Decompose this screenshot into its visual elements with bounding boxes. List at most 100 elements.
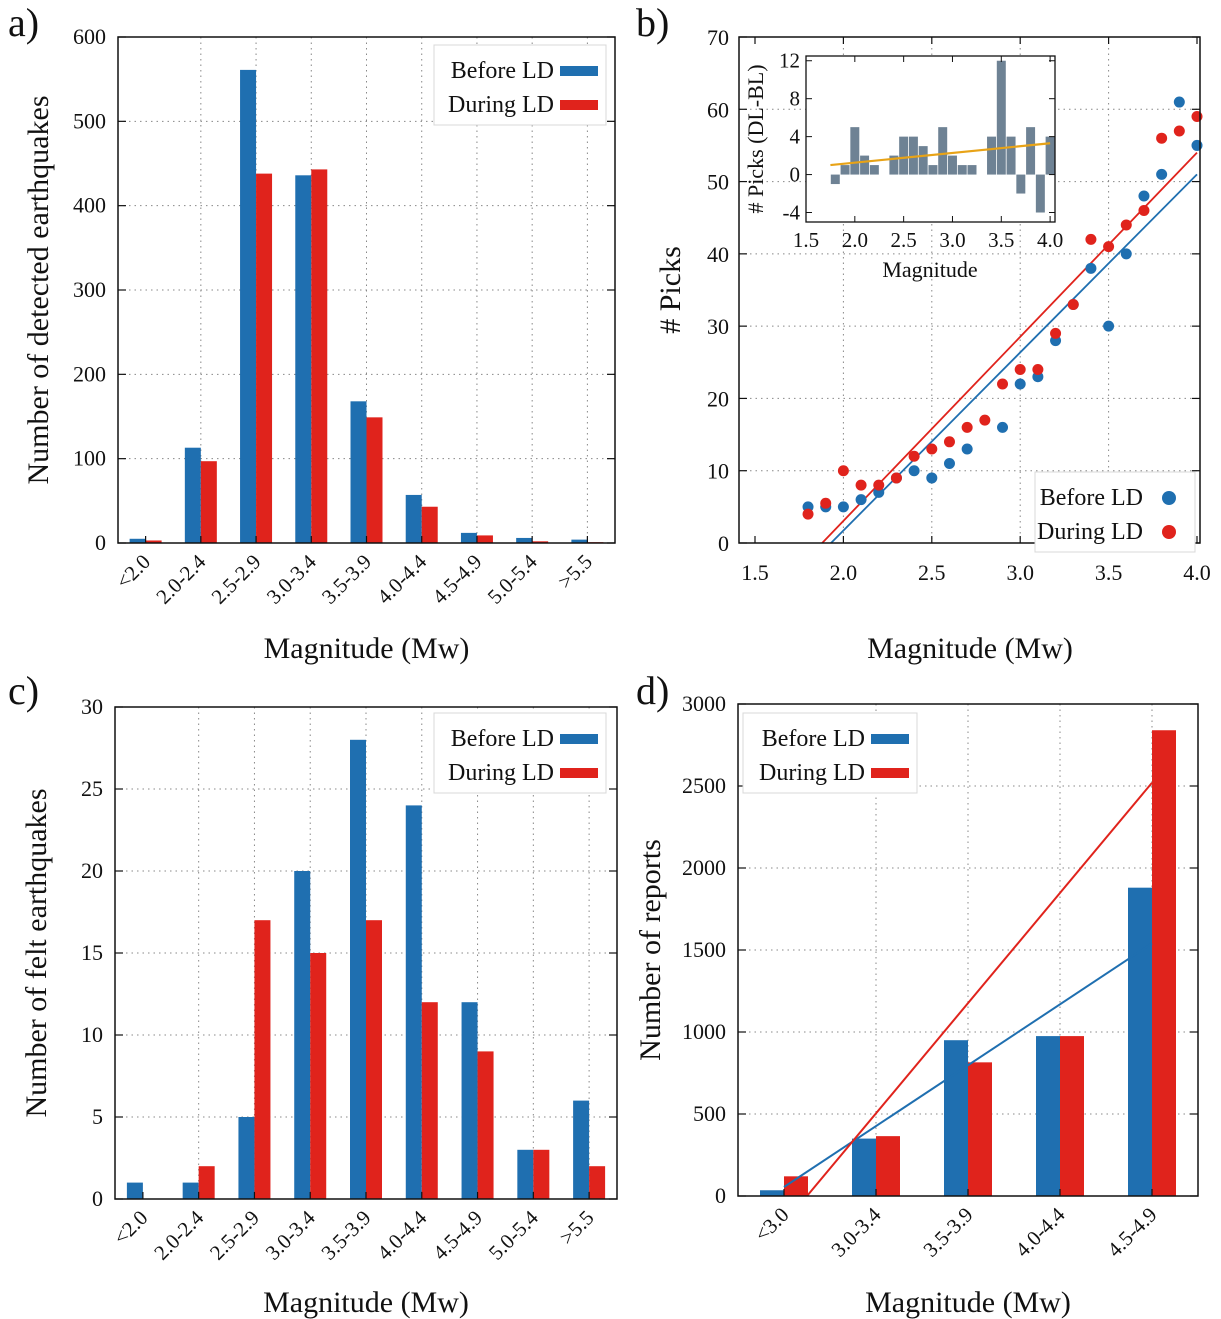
y-tick-label: 0 [92,1186,103,1211]
x-tick-label: 2.5-2.9 [205,1206,264,1265]
x-tick-label: 4.5-4.9 [428,1206,487,1265]
x-tick-label: 4.0-4.4 [1010,1202,1069,1261]
y-tick-label: 20 [81,858,103,883]
bar [240,69,257,543]
bar [477,1051,494,1199]
inset-bar [996,60,1006,175]
x-tick-label: 3.5 [1095,560,1123,585]
y-tick-label: 2000 [682,855,726,880]
y-tick-label: 40 [707,242,729,267]
x-tick-label: 2.5-2.9 [207,550,266,609]
legend-label: Before LD [1040,485,1143,511]
y-tick-label: 400 [73,193,106,218]
bar [311,169,328,544]
data-point [1103,320,1115,332]
fit-line [830,173,1198,544]
y-tick-label: 1000 [682,1019,726,1044]
data-point [997,421,1009,433]
inset-x-tick-label: 2.0 [842,228,868,252]
panel-d: 0 500 1000 1500 2000 2500 3000 <3.0 3.0-3.4 3.5-3… [634,668,1199,1319]
x-tick-label: 5.0-5.4 [483,549,542,608]
data-point [1032,364,1044,376]
data-point [855,479,867,491]
inset-x-tick-label: 4.0 [1037,228,1063,252]
bar [295,175,312,543]
bar [254,920,271,1199]
legend-label: During LD [448,760,554,786]
x-tick-label: 3.5-3.9 [317,550,376,609]
inset-x-axis-label: Magnitude [882,257,977,282]
inset-y-tick-label: 8 [790,87,801,111]
x-tick-label: 3.0 [1006,560,1034,585]
legend-label: Before LD [451,58,554,84]
legend: Before LD During LD [742,712,918,794]
inset-bar [908,136,918,175]
bar [405,805,422,1199]
inset-x-tick-label: 2.5 [891,228,917,252]
legend: Before LD During LD [1034,471,1196,553]
bar [310,953,327,1199]
data-point [926,443,938,455]
plot-frame [738,36,1201,544]
x-tick-label: <2.0 [109,1206,153,1250]
legend-marker [1162,491,1176,505]
inset-bar [830,174,840,185]
legend-marker [871,768,909,778]
x-tick-label: 3.5-3.9 [316,1206,375,1265]
data-point [997,378,1009,390]
y-tick-label: 3000 [682,691,726,716]
data-point [873,479,885,491]
inset-bar [869,165,879,175]
x-tick-label: <3.0 [750,1203,794,1247]
bar [405,494,422,543]
legend-box [433,712,607,794]
data-point [1191,139,1203,151]
x-tick-label: <2.0 [111,550,155,594]
inset-bar [918,146,928,175]
inset-frame [805,55,1056,223]
data-point [1138,204,1150,216]
y-axis-label: Number of reports [634,839,667,1061]
y-tick-label: 0 [95,530,106,555]
x-tick-label: 3.5-3.9 [918,1203,977,1262]
bar [126,1182,143,1199]
x-tick-label: 4.5-4.9 [427,550,486,609]
x-tick-label: >5.5 [553,550,597,594]
panel-a: 0 100 200 300 400 500 600 <2.02.0-2.42.5-2.93.0… [8,0,616,665]
x-tick-label: 3.0-3.4 [261,1205,320,1264]
y-tick-label: 300 [73,277,106,302]
legend-label: During LD [448,92,554,118]
legend: Before LD During LD [433,44,607,126]
y-tick-label: 15 [81,940,103,965]
data-point [890,472,902,484]
bar [198,1166,215,1199]
bar [256,173,273,543]
y-axis-label: Number of detected earthquakes [22,96,55,485]
y-tick-label: 5 [92,1104,103,1129]
x-tick-label: 3.0-3.4 [826,1202,885,1261]
x-axis-label: Magnitude (Mw) [865,1286,1071,1319]
inset-x-tick-label: 1.5 [793,228,819,252]
x-tick-label: 4.0 [1183,560,1211,585]
x-tick-label: 1.5 [741,560,769,585]
inset-bar [1035,174,1045,213]
inset-fit-line [830,142,1051,167]
panel-c: 0 5 10 15 20 25 30 <2.02.0-2.42.5-2.93.0-3.43.5… [8,668,618,1319]
y-tick-label: 30 [81,694,103,719]
data-point [837,465,849,477]
inset-y-tick-label: 4 [790,125,801,149]
bar [532,541,549,543]
data-point [1120,248,1132,260]
x-axis-label: Magnitude (Mw) [264,632,470,665]
bar [461,1002,478,1199]
y-axis-label: # Picks [654,246,687,334]
x-tick-label: 4.0-4.4 [372,1205,431,1264]
y-tick-label: 2500 [682,773,726,798]
inset-background [806,56,1055,222]
bar [460,532,477,543]
inset-x-tick-label: 3.0 [939,228,965,252]
inset-bar [947,155,957,175]
bar [145,540,162,543]
y-tick-label: 500 [693,1101,726,1126]
